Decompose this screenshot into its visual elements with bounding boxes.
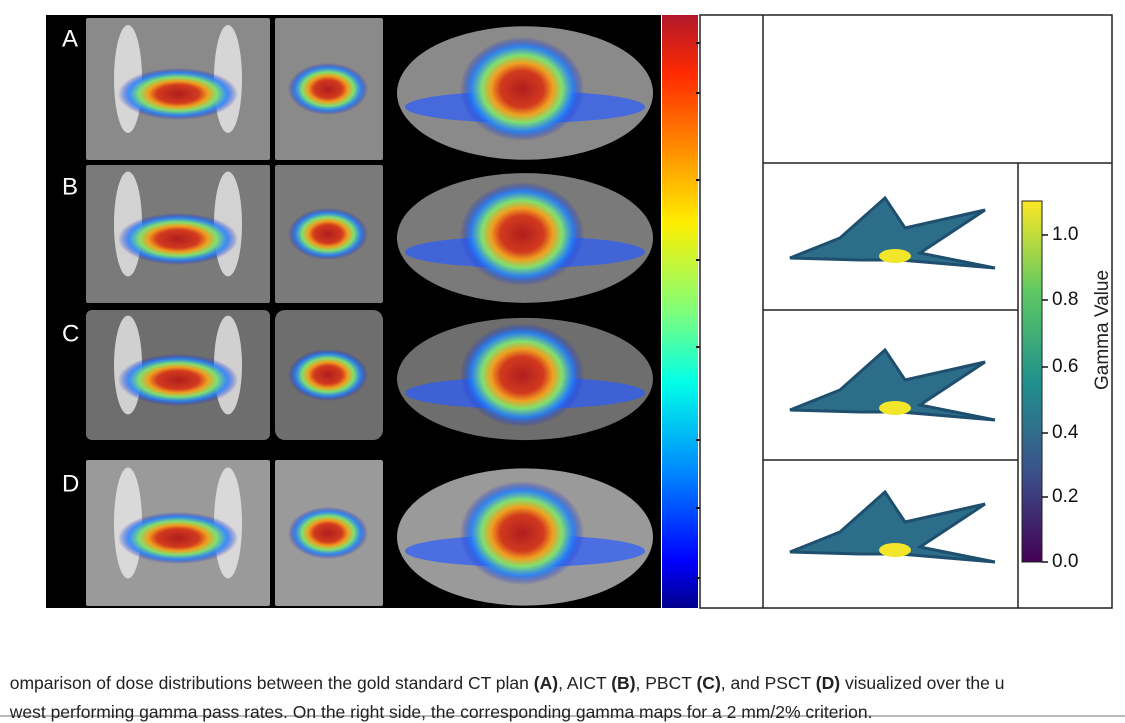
dose-overlay — [118, 512, 238, 564]
gamma-tick-label: 0.0 — [1052, 551, 1078, 572]
gamma-tick-label: 1.0 — [1052, 224, 1078, 245]
caption-bold: (C) — [696, 673, 721, 693]
gamma-colorbar — [1021, 200, 1043, 563]
dose-overlay — [288, 63, 368, 115]
caption-text: visualized over the u — [840, 673, 1005, 693]
gamma-tick-label: 0.4 — [1052, 422, 1079, 443]
caption-bold: (D) — [815, 673, 841, 693]
caption-line: omparison of dose distributions between … — [0, 652, 1005, 694]
caption-text: , and PSCT — [720, 673, 816, 693]
gamma-map — [789, 347, 996, 422]
panel-label: B — [62, 173, 78, 200]
gamma-tick-label: 0.2 — [1052, 486, 1078, 507]
caption-bold: (A) — [533, 673, 559, 693]
gamma-hotspot — [879, 249, 911, 263]
caption-bold: (B) — [611, 673, 636, 693]
gamma-map — [789, 195, 996, 270]
dose-overlay — [460, 323, 584, 427]
dose-overlay — [460, 182, 584, 286]
dose-overlay — [288, 208, 368, 260]
dose-overlay — [118, 213, 238, 265]
dose-overlay — [288, 507, 368, 559]
gamma-map — [789, 489, 996, 564]
gamma-tick-label: 0.6 — [1052, 356, 1078, 377]
gamma-colorbar-label: Gamma Value — [1092, 270, 1113, 390]
dose-overlay — [460, 481, 584, 585]
caption-line: west performing gamma pass rates. On the… — [0, 681, 873, 723]
gamma-hotspot — [879, 401, 911, 415]
caption-text: west performing gamma pass rates. On the… — [9, 702, 873, 722]
panel-label: A — [62, 25, 78, 52]
caption-text: omparison of dose distributions between … — [9, 673, 534, 693]
gamma-hotspot — [879, 543, 911, 557]
dose-overlay — [288, 349, 368, 401]
dose-overlay — [118, 354, 238, 406]
panel-label: C — [62, 320, 79, 347]
dose-overlay — [460, 37, 584, 141]
caption-text: , AICT — [558, 673, 612, 693]
gamma-tick-label: 0.8 — [1052, 289, 1078, 310]
caption-text: , PBCT — [635, 673, 697, 693]
panel-label: D — [62, 470, 79, 497]
dose-overlay — [118, 68, 238, 120]
gamma-panel — [699, 14, 1113, 609]
dose-colorbar — [662, 15, 698, 608]
